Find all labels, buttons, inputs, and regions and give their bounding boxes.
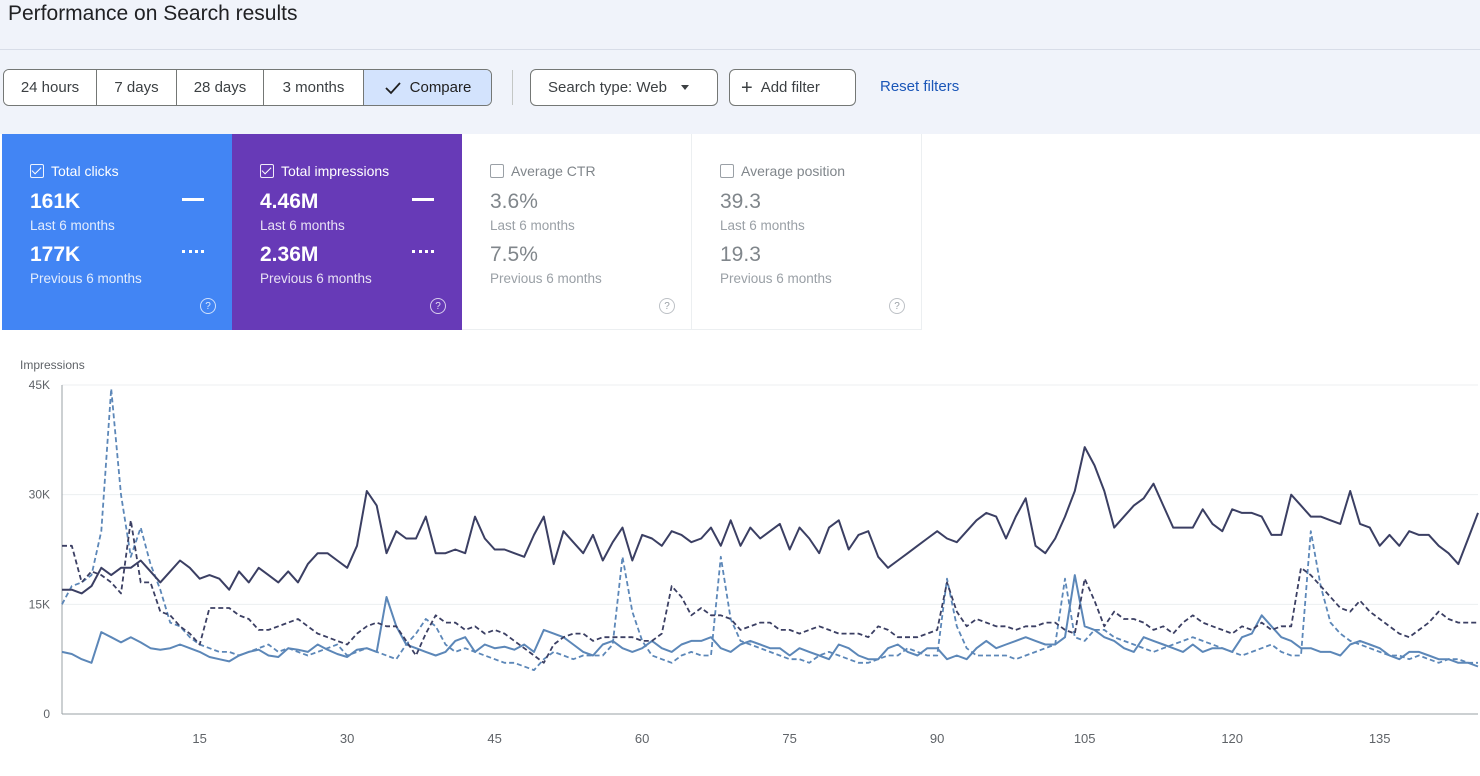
range-24-hours-button[interactable]: 24 hours — [4, 70, 97, 105]
title-divider — [0, 49, 1480, 50]
metric-prev-period: Previous 6 months — [30, 271, 142, 286]
dashed-line-legend-icon — [182, 250, 204, 253]
compare-label: Compare — [409, 79, 472, 96]
checkbox-checked-icon[interactable] — [30, 164, 44, 178]
y-tick-label: 45K — [29, 378, 50, 392]
y-tick-label: 0 — [43, 707, 50, 721]
metric-period: Last 6 months — [490, 218, 575, 233]
dashed-line-legend-icon — [412, 250, 434, 253]
x-tick-label: 75 — [782, 731, 796, 746]
series-line-dashed-dark — [62, 519, 1478, 664]
impressions-line-chart: 0 15K 30K 45K 15 30 45 60 75 90 105 120 135 — [29, 378, 1479, 746]
metric-prev-value: 177K — [30, 243, 81, 266]
help-icon[interactable]: ? — [200, 298, 216, 314]
chart-y-axis-title: Impressions — [20, 358, 85, 372]
add-filter-button[interactable]: + Add filter — [729, 69, 856, 106]
header-band — [0, 0, 1480, 134]
search-type-label: Search type: Web — [548, 79, 667, 96]
x-tick-label: 90 — [930, 731, 944, 746]
compare-button[interactable]: Compare — [364, 70, 491, 105]
metric-prev-value: 7.5% — [490, 243, 538, 266]
x-tick-label: 15 — [192, 731, 206, 746]
x-tick-label: 45 — [487, 731, 501, 746]
x-tick-label: 60 — [635, 731, 649, 746]
metric-card-average-ctr[interactable]: Average CTR 3.6% Last 6 months 7.5% Prev… — [462, 134, 692, 330]
checkbox-checked-icon[interactable] — [260, 164, 274, 178]
help-icon[interactable]: ? — [659, 298, 675, 314]
x-tick-label: 135 — [1369, 731, 1391, 746]
x-tick-label: 105 — [1074, 731, 1096, 746]
reset-filters-link[interactable]: Reset filters — [880, 78, 960, 95]
metric-prev-period: Previous 6 months — [490, 271, 602, 286]
add-filter-label: Add filter — [760, 79, 820, 96]
metric-label: Average CTR — [511, 163, 596, 179]
metric-header: Average position — [720, 163, 845, 179]
search-type-dropdown[interactable]: Search type: Web — [530, 69, 718, 106]
metric-period: Last 6 months — [30, 218, 115, 233]
metric-prev-value: 19.3 — [720, 243, 761, 266]
metrics-row: Total clicks 161K Last 6 months 177K Pre… — [2, 134, 924, 330]
metric-prev-period: Previous 6 months — [260, 271, 372, 286]
metric-header: Total impressions — [260, 163, 389, 179]
range-28-days-button[interactable]: 28 days — [177, 70, 264, 105]
metric-card-total-clicks[interactable]: Total clicks 161K Last 6 months 177K Pre… — [2, 134, 232, 330]
page-title: Performance on Search results — [8, 2, 298, 25]
checkbox-unchecked-icon[interactable] — [490, 164, 504, 178]
metric-value: 4.46M — [260, 190, 319, 213]
metric-value: 39.3 — [720, 190, 761, 213]
metric-label: Total clicks — [51, 163, 119, 179]
x-tick-label: 120 — [1221, 731, 1243, 746]
metric-header: Average CTR — [490, 163, 596, 179]
series-line-solid-dark — [62, 446, 1479, 595]
chevron-down-icon — [680, 85, 689, 90]
metric-period: Last 6 months — [260, 218, 345, 233]
series-line-dashed-light — [61, 387, 1478, 671]
plus-icon: + — [741, 76, 753, 99]
metric-header: Total clicks — [30, 163, 119, 179]
metric-card-average-position[interactable]: Average position 39.3 Last 6 months 19.3… — [692, 134, 922, 330]
metric-label: Total impressions — [281, 163, 390, 179]
solid-line-legend-icon — [182, 198, 204, 201]
range-7-days-button[interactable]: 7 days — [97, 70, 177, 105]
help-icon[interactable]: ? — [889, 298, 905, 314]
metric-value: 161K — [30, 190, 81, 213]
date-range-selector: 24 hours 7 days 28 days 3 months Compare — [3, 69, 492, 106]
y-tick-label: 15K — [29, 597, 50, 611]
range-3-months-button[interactable]: 3 months — [264, 70, 364, 105]
metric-period: Last 6 months — [720, 218, 805, 233]
solid-line-legend-icon — [412, 198, 434, 201]
metric-prev-value: 2.36M — [260, 243, 319, 266]
checkbox-unchecked-icon[interactable] — [720, 164, 734, 178]
y-tick-label: 30K — [29, 488, 50, 502]
check-icon — [385, 81, 401, 94]
metric-label: Average position — [741, 163, 846, 179]
toolbar-divider — [512, 70, 513, 105]
series-line-solid-light — [61, 574, 1479, 668]
x-tick-label: 30 — [340, 731, 354, 746]
help-icon[interactable]: ? — [430, 298, 446, 314]
metric-value: 3.6% — [490, 190, 538, 213]
metric-prev-period: Previous 6 months — [720, 271, 832, 286]
metric-card-total-impressions[interactable]: Total impressions 4.46M Last 6 months 2.… — [232, 134, 462, 330]
